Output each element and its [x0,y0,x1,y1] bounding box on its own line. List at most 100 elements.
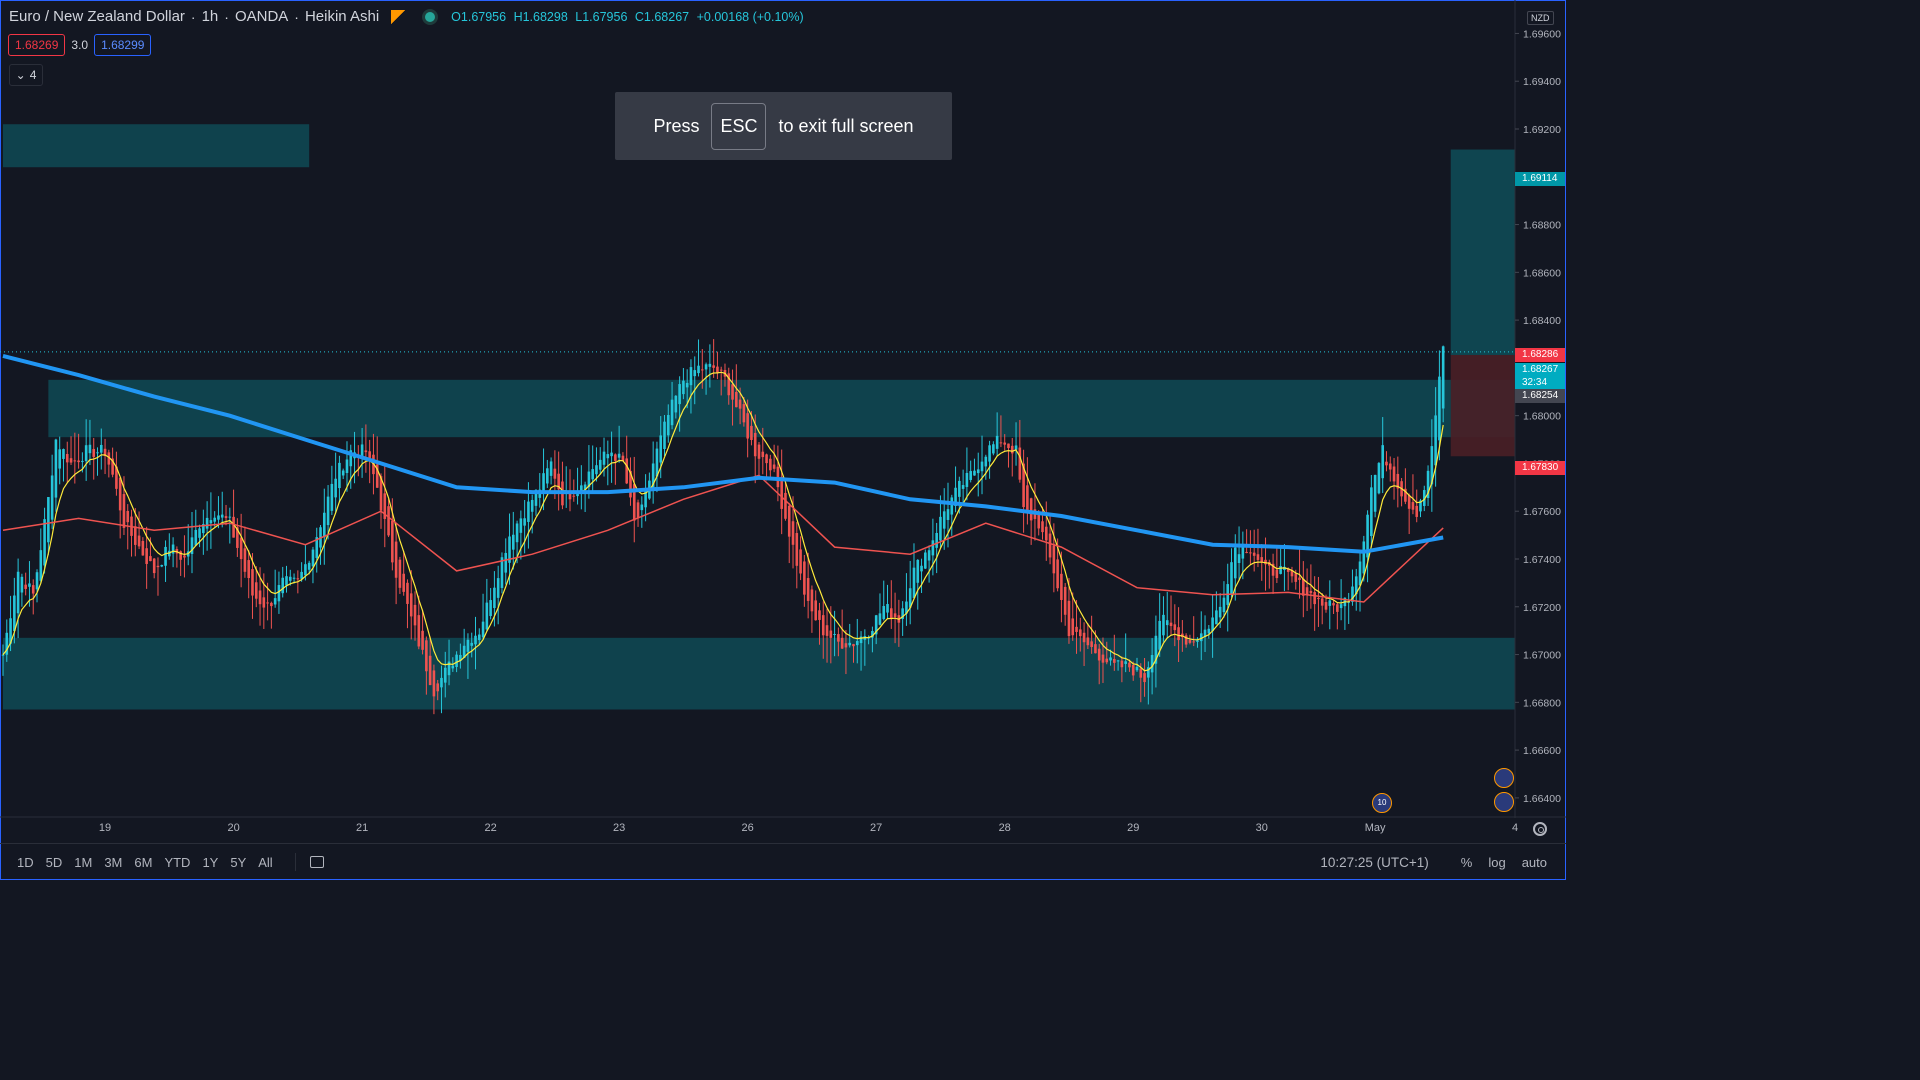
candle-body [1298,577,1301,580]
currency-label[interactable]: NZD [1527,11,1554,25]
candle-body [103,448,107,456]
economic-event-icon-nz[interactable] [1494,792,1514,812]
candle-body [194,529,198,546]
log-scale-toggle[interactable]: log [1488,854,1506,870]
candle-body [334,478,337,498]
candle-body [610,452,613,457]
candle-body [795,533,799,566]
x-tick-label: 19 [98,822,112,834]
candle-body [394,541,398,578]
percent-scale-toggle[interactable]: % [1460,854,1473,870]
x-tick-label: 21 [355,822,369,834]
gear-icon[interactable] [1533,822,1547,836]
candle-body [666,415,670,436]
event-count: 10 [1377,798,1387,807]
candle-body [818,610,821,620]
range-6m[interactable]: 6M [134,854,153,870]
range-1m[interactable]: 1M [74,854,93,870]
candle-body [1165,620,1169,626]
toolbar-divider [294,853,296,871]
candle-body [840,637,844,649]
range-1y[interactable]: 1Y [202,854,219,870]
candle-body [485,602,489,630]
range-ytd[interactable]: YTD [164,854,191,870]
candle-body [742,404,746,423]
candle-body [1222,597,1226,613]
candle-body [315,537,319,558]
candle-body [859,636,863,644]
candle-body [1434,415,1437,466]
candle-body [239,537,243,560]
candle-body [931,540,935,556]
range-5y[interactable]: 5Y [230,854,247,870]
economic-event-icon[interactable]: 10 [1372,793,1392,813]
zone-rect-0 [3,124,310,168]
candle-body [1426,470,1430,498]
candle-body [1154,635,1158,664]
chart-plot[interactable]: 1.696001.694001.692001.690001.688001.686… [0,0,1568,882]
candle-body [28,583,31,587]
candle-body [134,526,137,545]
chart-legend: Euro / New Zealand Dollar · 1h · OANDA ·… [9,8,808,25]
candle-body [1044,526,1048,541]
candle-body [973,470,976,476]
toast-rest: to exit full screen [778,115,914,136]
candle-body [217,515,220,520]
time-axis[interactable]: 19 20 21 22 23 26 27 28 29 30 May 4 [0,818,1518,840]
sell-button[interactable]: 1.68269 [8,34,66,56]
candle-body [43,519,46,566]
buy-button[interactable]: 1.68299 [94,34,152,56]
y-tick-label: 1.66800 [1523,697,1561,709]
candle-body [24,584,27,589]
candle-body [387,506,390,536]
candle-body [912,567,916,598]
candle-body [980,461,984,472]
candle-body [122,494,126,528]
symbol-name[interactable]: Euro / New Zealand Dollar [9,8,185,25]
candle-body [9,618,12,644]
candle-body [787,505,791,537]
candle-body [829,630,833,638]
range-3m[interactable]: 3M [104,854,123,870]
chart-style-label[interactable]: Heikin Ashi [304,8,380,25]
candle-body [1147,667,1150,678]
interval-label[interactable]: 1h [201,8,219,25]
y-tick-label: 1.66600 [1523,745,1561,757]
y-tick-label: 1.67000 [1523,650,1561,662]
candle-body [50,475,54,520]
candle-body [1332,603,1335,606]
candle-body [515,523,519,543]
indicators-toggle-button[interactable]: ⌄ 4 [9,64,43,86]
range-1d[interactable]: 1D [17,854,34,870]
candle-body [852,644,855,647]
auto-scale-toggle[interactable]: auto [1521,854,1547,870]
candle-body [1067,600,1071,637]
candle-body [202,524,205,534]
range-all[interactable]: All [258,854,273,870]
candle-body [1264,559,1267,565]
legend-sep-2: · [224,8,229,25]
candle-body [254,582,258,599]
candle-body [190,537,194,554]
zone-rect-2 [3,637,1515,710]
chart-frame [0,0,1566,880]
candle-body [580,485,583,494]
sma-200-line [2,353,1444,554]
candle-body [451,665,455,669]
candle-body [924,552,927,569]
candle-body [164,546,167,566]
candle-body [84,445,88,462]
candle-body [81,460,84,462]
clock-timezone[interactable]: 10:27:25 (UTC+1) [1320,854,1429,870]
flag-icon[interactable] [391,9,406,24]
candle-body [1441,346,1445,409]
candle-body [519,518,523,533]
candle-body [810,589,814,612]
candle-body [198,528,201,538]
candle-body [1430,446,1434,485]
candle-body [837,634,840,642]
economic-event-icon-eu[interactable] [1494,768,1514,788]
calendar-icon[interactable] [309,856,324,868]
range-5d[interactable]: 5D [45,854,63,870]
candle-body [969,471,972,480]
